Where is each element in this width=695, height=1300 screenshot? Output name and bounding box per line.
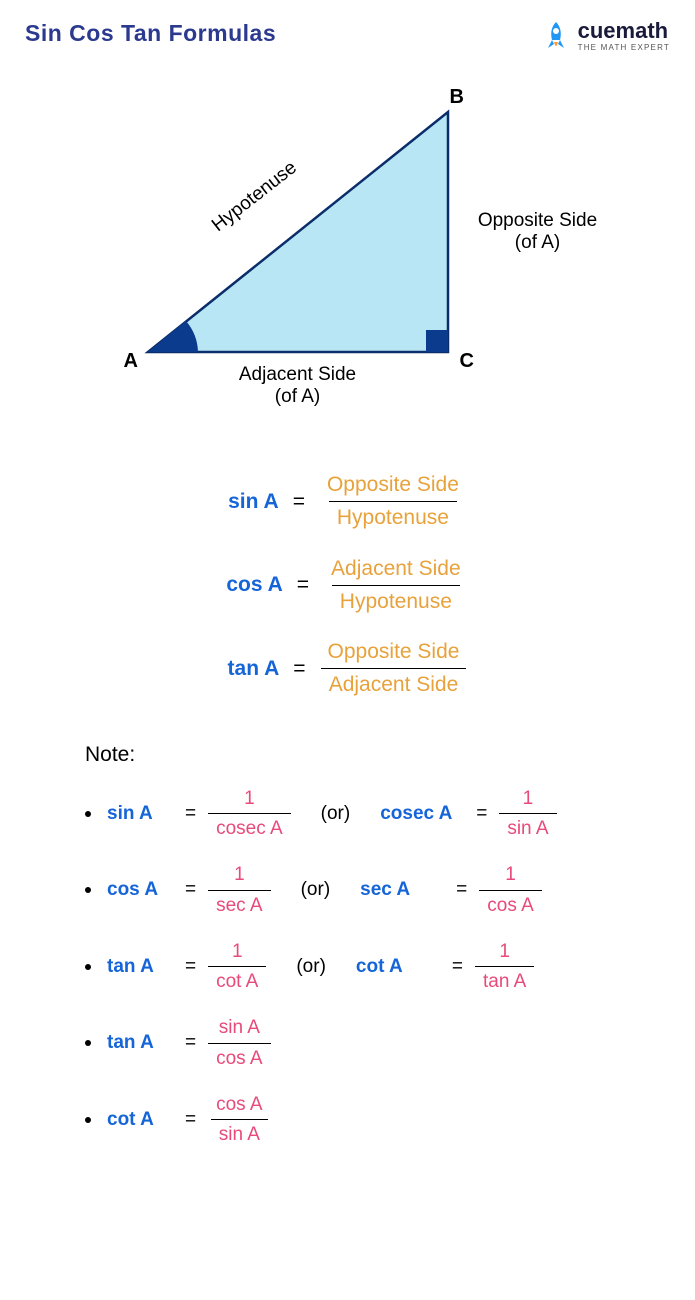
- formula-fraction: Opposite Side Hypotenuse: [319, 472, 467, 532]
- note-lhs: tan A: [107, 1032, 173, 1054]
- or-text: (or): [301, 879, 331, 901]
- or-text: (or): [296, 956, 326, 978]
- note-fraction: sin A cos A: [208, 1016, 270, 1071]
- equals-sign: =: [293, 490, 305, 514]
- header: Sin Cos Tan Formulas cuemath THE MATH EX…: [25, 20, 670, 52]
- equals-sign: =: [185, 879, 196, 901]
- equals-sign: =: [297, 573, 309, 597]
- note-lhs: cos A: [107, 879, 173, 901]
- opposite-label-l2: (of A): [468, 232, 608, 254]
- note-fraction: 1 cosec A: [208, 787, 291, 842]
- adjacent-label-l2: (of A): [208, 386, 388, 408]
- fraction-numerator: sin A: [211, 1016, 268, 1043]
- equals-sign: =: [452, 956, 463, 978]
- note-item: cos A = 1 sec A (or) sec A = 1 cos A: [85, 863, 670, 918]
- bullet-icon: [85, 1117, 91, 1123]
- note-lhs: sec A: [360, 879, 444, 901]
- bullet-icon: [85, 887, 91, 893]
- equals-sign: =: [293, 657, 305, 681]
- equals-sign: =: [476, 803, 487, 825]
- note-list: sin A = 1 cosec A (or) cosec A = 1 sin A…: [85, 787, 670, 1148]
- note-fraction: 1 cos A: [479, 863, 541, 918]
- brand-logo: cuemath THE MATH EXPERT: [540, 20, 670, 52]
- fraction-denominator: cos A: [208, 1043, 270, 1071]
- bullet-icon: [85, 964, 91, 970]
- rocket-icon: [540, 20, 572, 52]
- note-section: Note: sin A = 1 cosec A (or) cosec A = 1…: [25, 743, 670, 1148]
- formula-row: tan A = Opposite Side Adjacent Side: [228, 639, 468, 699]
- note-fraction: 1 sec A: [208, 863, 270, 918]
- note-lhs: tan A: [107, 956, 173, 978]
- formula-lhs: sin A: [228, 490, 279, 514]
- primary-formulas: sin A = Opposite Side Hypotenuse cos A =…: [25, 472, 670, 699]
- vertex-c: C: [460, 350, 474, 373]
- fraction-denominator: Hypotenuse: [332, 585, 460, 615]
- fraction-numerator: Adjacent Side: [323, 556, 469, 585]
- fraction-numerator: 1: [491, 940, 518, 967]
- fraction-denominator: cot A: [208, 966, 266, 994]
- note-lhs: cot A: [107, 1109, 173, 1131]
- note-lhs: cot A: [356, 956, 440, 978]
- formula-row: sin A = Opposite Side Hypotenuse: [228, 472, 467, 532]
- adjacent-label-l1: Adjacent Side: [208, 364, 388, 386]
- page-title: Sin Cos Tan Formulas: [25, 20, 276, 47]
- formula-fraction: Opposite Side Adjacent Side: [320, 639, 468, 699]
- equals-sign: =: [456, 879, 467, 901]
- fraction-denominator: sec A: [208, 890, 270, 918]
- note-title: Note:: [85, 743, 670, 767]
- fraction-numerator: 1: [515, 787, 542, 814]
- note-fraction: cos A sin A: [208, 1093, 270, 1148]
- fraction-numerator: 1: [236, 787, 263, 814]
- formula-fraction: Adjacent Side Hypotenuse: [323, 556, 469, 616]
- fraction-denominator: sin A: [211, 1119, 268, 1147]
- fraction-numerator: cos A: [208, 1093, 270, 1120]
- or-text: (or): [321, 803, 351, 825]
- fraction-denominator: cos A: [479, 890, 541, 918]
- fraction-numerator: 1: [497, 863, 524, 890]
- equals-sign: =: [185, 1109, 196, 1131]
- fraction-denominator: tan A: [475, 966, 534, 994]
- formula-lhs: tan A: [228, 657, 280, 681]
- note-item: tan A = sin A cos A: [85, 1016, 670, 1071]
- fraction-denominator: cosec A: [208, 813, 291, 841]
- adjacent-label: Adjacent Side (of A): [208, 364, 388, 408]
- fraction-numerator: 1: [224, 940, 251, 967]
- vertex-a: A: [124, 350, 138, 373]
- note-item: tan A = 1 cot A (or) cot A = 1 tan A: [85, 940, 670, 995]
- brand-tagline: THE MATH EXPERT: [578, 44, 670, 52]
- formula-lhs: cos A: [226, 573, 282, 597]
- note-item: sin A = 1 cosec A (or) cosec A = 1 sin A: [85, 787, 670, 842]
- opposite-label: Opposite Side (of A): [468, 210, 608, 254]
- note-item: cot A = cos A sin A: [85, 1093, 670, 1148]
- triangle-diagram: A B C Hypotenuse Opposite Side (of A) Ad…: [88, 92, 608, 432]
- fraction-denominator: Hypotenuse: [329, 501, 457, 531]
- fraction-numerator: 1: [226, 863, 253, 890]
- note-lhs: cosec A: [380, 803, 464, 825]
- formula-row: cos A = Adjacent Side Hypotenuse: [226, 556, 468, 616]
- note-fraction: 1 cot A: [208, 940, 266, 995]
- equals-sign: =: [185, 803, 196, 825]
- fraction-numerator: Opposite Side: [319, 472, 467, 501]
- opposite-label-l1: Opposite Side: [468, 210, 608, 232]
- brand-name: cuemath: [578, 20, 670, 42]
- fraction-denominator: Adjacent Side: [321, 668, 467, 698]
- bullet-icon: [85, 811, 91, 817]
- vertex-b: B: [450, 86, 464, 109]
- equals-sign: =: [185, 956, 196, 978]
- bullet-icon: [85, 1040, 91, 1046]
- fraction-numerator: Opposite Side: [320, 639, 468, 668]
- equals-sign: =: [185, 1032, 196, 1054]
- note-fraction: 1 tan A: [475, 940, 534, 995]
- note-lhs: sin A: [107, 803, 173, 825]
- fraction-denominator: sin A: [499, 813, 556, 841]
- note-fraction: 1 sin A: [499, 787, 556, 842]
